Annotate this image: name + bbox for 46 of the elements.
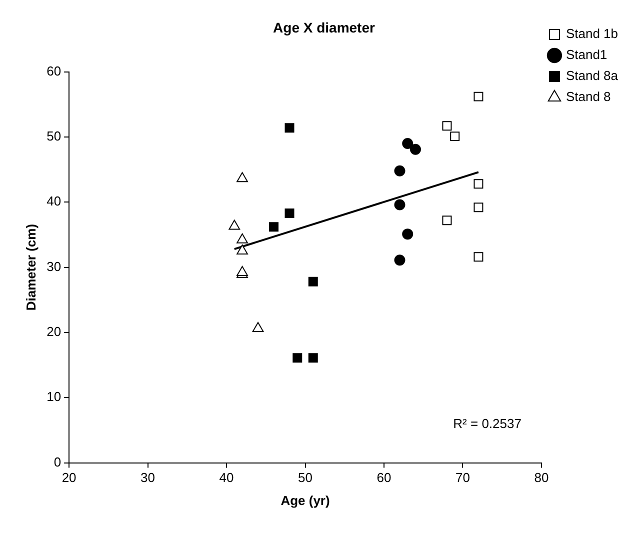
x-axis-title: Age (yr) xyxy=(280,492,330,508)
y-axis-title: Diameter (cm) xyxy=(23,224,38,311)
point xyxy=(308,276,318,286)
legend-label: Stand 8a xyxy=(566,68,619,84)
point xyxy=(402,138,414,149)
x-tick-label: 20 xyxy=(62,470,76,486)
point xyxy=(450,132,460,142)
point xyxy=(284,208,294,218)
point xyxy=(236,244,248,255)
y-tick-label: 0 xyxy=(54,454,62,470)
point xyxy=(236,233,248,244)
annotation: R² = 0.2537 xyxy=(453,416,522,431)
x-tick-label: 30 xyxy=(140,470,156,486)
point xyxy=(308,353,318,363)
legend-label: Stand 1b xyxy=(566,26,618,42)
point xyxy=(394,199,406,210)
point xyxy=(442,216,452,226)
point xyxy=(228,220,240,230)
chart-title: Age X diameter xyxy=(273,19,376,36)
point xyxy=(394,254,406,266)
y-tick-label: 50 xyxy=(46,128,62,144)
x-tick-label: 70 xyxy=(455,470,470,486)
point xyxy=(442,121,452,131)
point xyxy=(394,165,406,176)
x-tick-label: 50 xyxy=(298,470,312,486)
x-tick-label: 80 xyxy=(534,470,549,486)
point xyxy=(284,123,294,133)
x-tick-label: 60 xyxy=(376,470,392,486)
y-tick-label: 10 xyxy=(46,389,62,404)
point xyxy=(410,144,421,155)
y-tick-label: 30 xyxy=(46,258,62,274)
point xyxy=(252,322,264,332)
point xyxy=(474,92,484,102)
point xyxy=(402,228,414,240)
point xyxy=(236,172,248,182)
point xyxy=(292,353,302,363)
point xyxy=(474,202,484,212)
point xyxy=(474,252,484,262)
legend-label: Stand 8 xyxy=(566,89,611,104)
point xyxy=(269,222,279,232)
y-tick-label: 40 xyxy=(46,194,62,209)
legend-label: Stand1 xyxy=(566,47,608,62)
y-tick-label: 60 xyxy=(46,63,62,78)
point xyxy=(474,179,484,189)
x-tick-label: 40 xyxy=(219,470,234,486)
y-tick-label: 20 xyxy=(46,324,62,340)
